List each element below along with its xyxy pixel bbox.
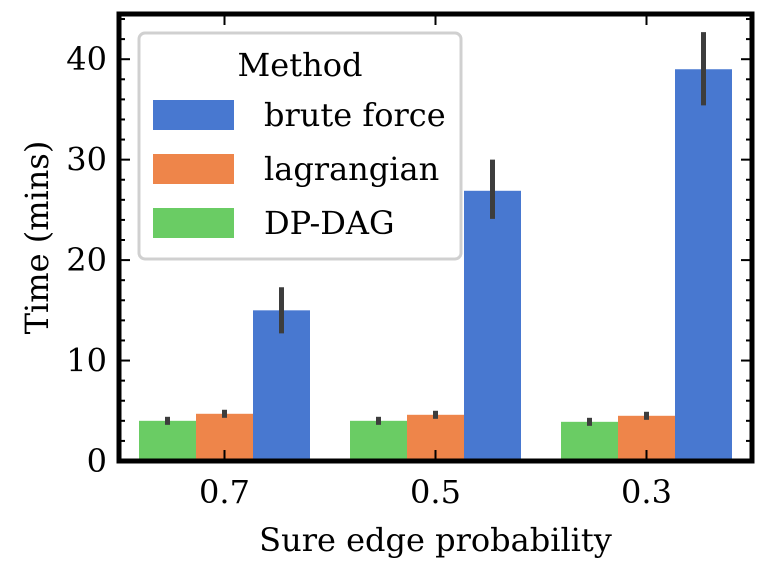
bar-dp-dag-0-3 [561,421,618,461]
y-axis-title: Time (mins) [18,141,56,335]
bar-dp-dag-0-7 [139,420,196,461]
legend-label-lagrangian: lagrangian [264,150,439,188]
x-tick-label: 0.5 [410,473,461,511]
bar-brute-force-0-7 [253,310,310,461]
error-bars-layer [165,32,706,426]
x-tick-label: 0.7 [199,473,250,511]
axes-layer: 0 10 20 30 40 0.7 0.5 0.3 [66,11,755,511]
bar-brute-force-0-3 [675,69,732,461]
legend-label-brute-force: brute force [264,96,446,134]
x-tick-label: 0.3 [621,473,672,511]
legend-title: Method [238,46,363,84]
y-tick-label: 20 [66,241,107,279]
legend-swatch-lagrangian [153,154,234,184]
bar-dp-dag-0-5 [350,420,407,461]
y-tick-label: 40 [66,40,107,78]
y-tick-label: 10 [66,342,107,380]
legend-box [137,31,463,261]
plot-frame [116,11,755,464]
legend-label-dp-dag: DP-DAG [264,204,395,242]
y-tick-label: 30 [66,141,107,179]
legend-swatch-brute-force [153,100,234,130]
legend: Method brute force lagrangian DP-DAG [137,31,463,261]
legend-swatch-dp-dag [153,208,234,238]
bar-brute-force-0-5 [464,190,521,461]
x-axis-title: Sure edge probability [259,521,612,559]
y-tick-label: 0 [87,442,107,480]
